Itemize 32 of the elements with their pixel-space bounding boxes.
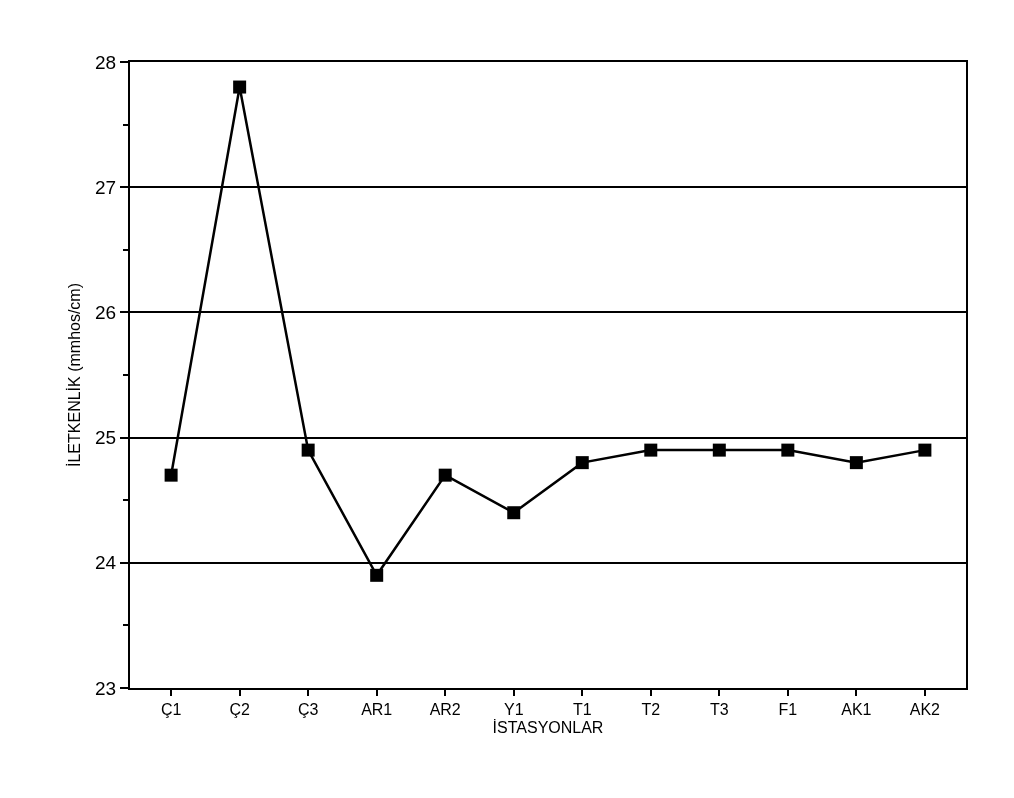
point [918,443,932,457]
point [507,506,521,520]
x-tick-label: Ç3 [297,701,319,719]
y-tick-label: 28 [95,51,117,73]
x-tick-label: T1 [572,701,592,719]
y-tick-label: 25 [95,427,117,449]
point [164,468,178,482]
x-tick-label: T2 [641,701,661,719]
x-tick-label: Ç2 [229,701,250,719]
point [233,80,247,94]
x-tick-label: AR1 [361,701,393,719]
point [644,443,658,457]
x-tick-label: AK2 [909,701,941,719]
point [849,456,863,470]
x-axis-title: İSTASYONLAR [492,718,604,737]
x-tick-label: AK1 [841,701,872,719]
y-axis-title: İLETKENLİK (mmhos/cm) [65,282,84,468]
point [575,456,589,470]
x-tick-label: Y1 [503,701,524,719]
y-tick-label: 27 [95,176,117,198]
x-tick-label: T3 [709,701,729,719]
point [301,443,315,457]
point [370,568,384,582]
y-tick-label: 23 [95,677,117,699]
x-tick-label: Ç1 [160,701,182,719]
x-tick-label: F1 [778,701,798,719]
x-tick-label: AR2 [429,701,461,719]
point [438,468,452,482]
y-tick-label: 26 [95,302,117,324]
point [712,443,726,457]
y-tick-label: 24 [95,552,117,574]
point [781,443,795,457]
